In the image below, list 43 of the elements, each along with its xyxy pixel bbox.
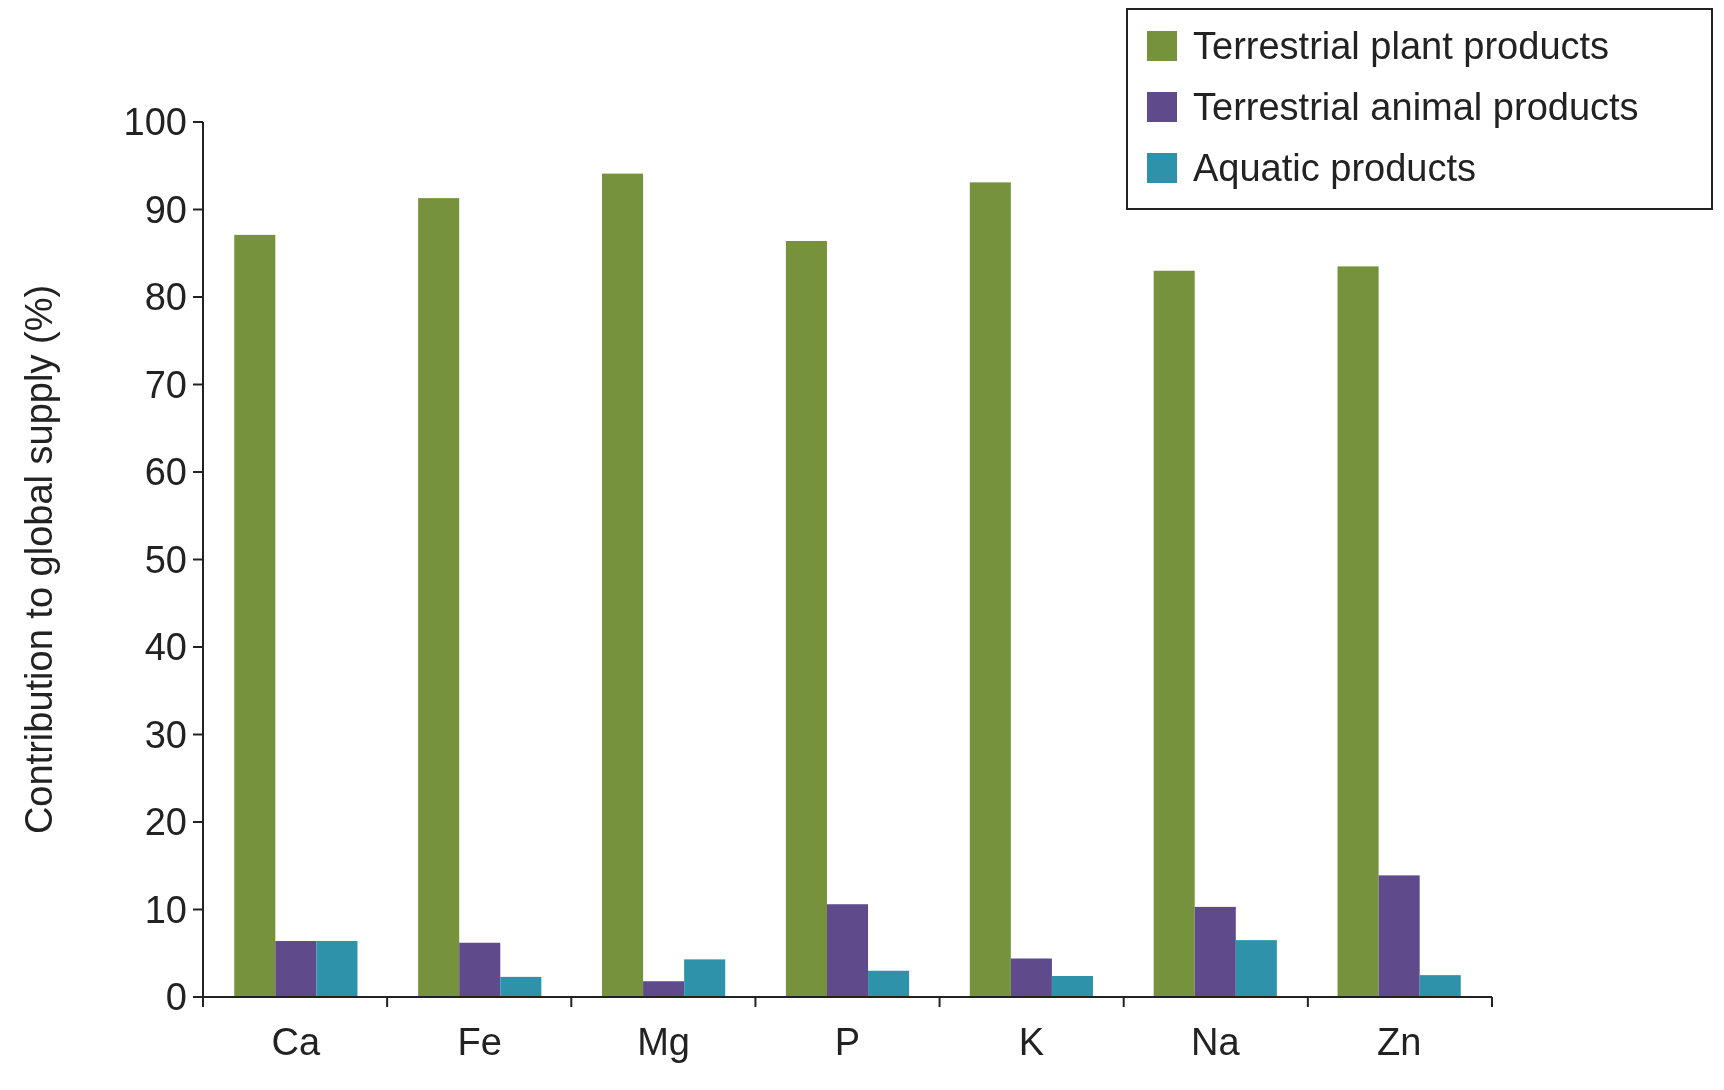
bar — [1153, 270, 1195, 997]
bar — [1378, 875, 1420, 997]
y-tick-label: 80 — [144, 276, 187, 319]
y-tick-label: 20 — [144, 801, 187, 844]
bar — [500, 976, 542, 997]
bar — [1194, 906, 1236, 997]
y-tick-label: 30 — [144, 713, 187, 756]
y-axis-title: Contribution to global supply (%) — [18, 284, 60, 835]
y-tick-label: 40 — [144, 626, 187, 669]
bar — [1235, 940, 1277, 997]
bar — [602, 173, 644, 997]
bar — [1337, 266, 1379, 997]
x-tick-label: P — [834, 1021, 861, 1063]
bar — [1010, 958, 1052, 997]
y-tick-label: 60 — [144, 451, 187, 494]
y-tick-label: 0 — [165, 976, 187, 1019]
y-tick-label: 100 — [123, 101, 187, 144]
x-tick-label: Fe — [457, 1021, 502, 1063]
bar — [234, 234, 276, 997]
y-tick-label: 70 — [144, 363, 187, 406]
bar — [459, 942, 501, 997]
bar — [684, 959, 726, 997]
bar — [1419, 975, 1461, 997]
legend-label: Aquatic products — [1193, 147, 1477, 190]
y-tick-label: 50 — [144, 538, 187, 581]
x-tick-label: Zn — [1376, 1021, 1422, 1063]
y-tick-label: 10 — [144, 888, 187, 931]
bar — [643, 981, 685, 997]
x-tick-label: K — [1018, 1021, 1045, 1063]
bar — [275, 941, 317, 997]
x-tick-label: Na — [1190, 1021, 1241, 1063]
bar — [785, 241, 827, 997]
bar — [826, 904, 869, 997]
x-tick-label: Mg — [637, 1021, 691, 1063]
y-tick-label: 90 — [144, 188, 187, 231]
legend-label: Terrestrial plant products — [1193, 25, 1610, 68]
x-tick-label: Ca — [271, 1021, 322, 1063]
legend-label: Terrestrial animal products — [1193, 86, 1639, 129]
bar — [1051, 976, 1093, 997]
bar — [969, 182, 1011, 997]
bar — [316, 941, 358, 997]
bar — [418, 198, 460, 997]
bar — [868, 970, 910, 997]
